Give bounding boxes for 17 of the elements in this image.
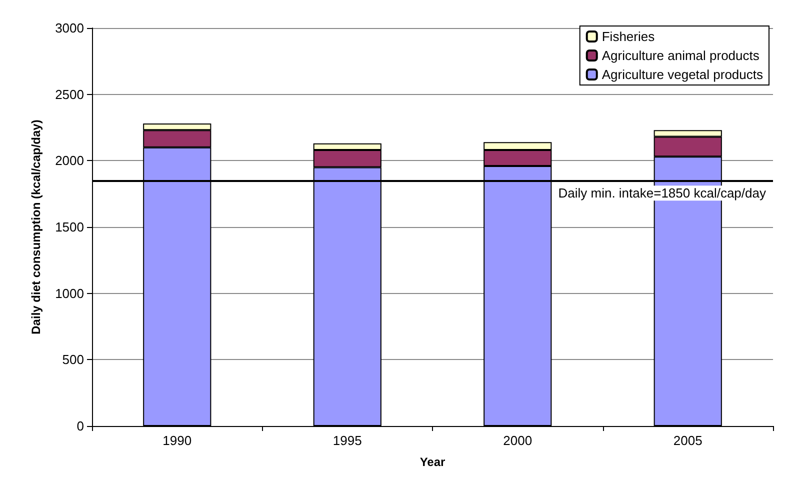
x-tick-label: 2005 <box>673 433 702 448</box>
legend-label: Fisheries <box>602 29 656 44</box>
legend-label: Agriculture vegetal products <box>602 67 764 82</box>
x-tick-label: 1990 <box>162 433 192 448</box>
x-tick-label: 2000 <box>503 433 532 448</box>
legend-label: Agriculture animal products <box>602 48 760 63</box>
x-tick-label: 1995 <box>332 433 362 448</box>
y-tick-label: 1000 <box>55 286 84 301</box>
x-axis-title: Year <box>420 455 446 469</box>
ref-line-label: Daily min. intake=1850 kcal/cap/day <box>558 186 766 201</box>
y-axis-title: Daily diet consumption (kcal/cap/day) <box>29 120 43 334</box>
y-tick-label: 2500 <box>55 86 84 102</box>
y-tick-label: 0 <box>76 418 84 434</box>
y-tick-label: 500 <box>62 352 84 368</box>
y-tick-label: 2000 <box>55 153 84 168</box>
y-tick-label: 1500 <box>55 220 84 234</box>
y-tick-label: 3000 <box>55 20 84 36</box>
